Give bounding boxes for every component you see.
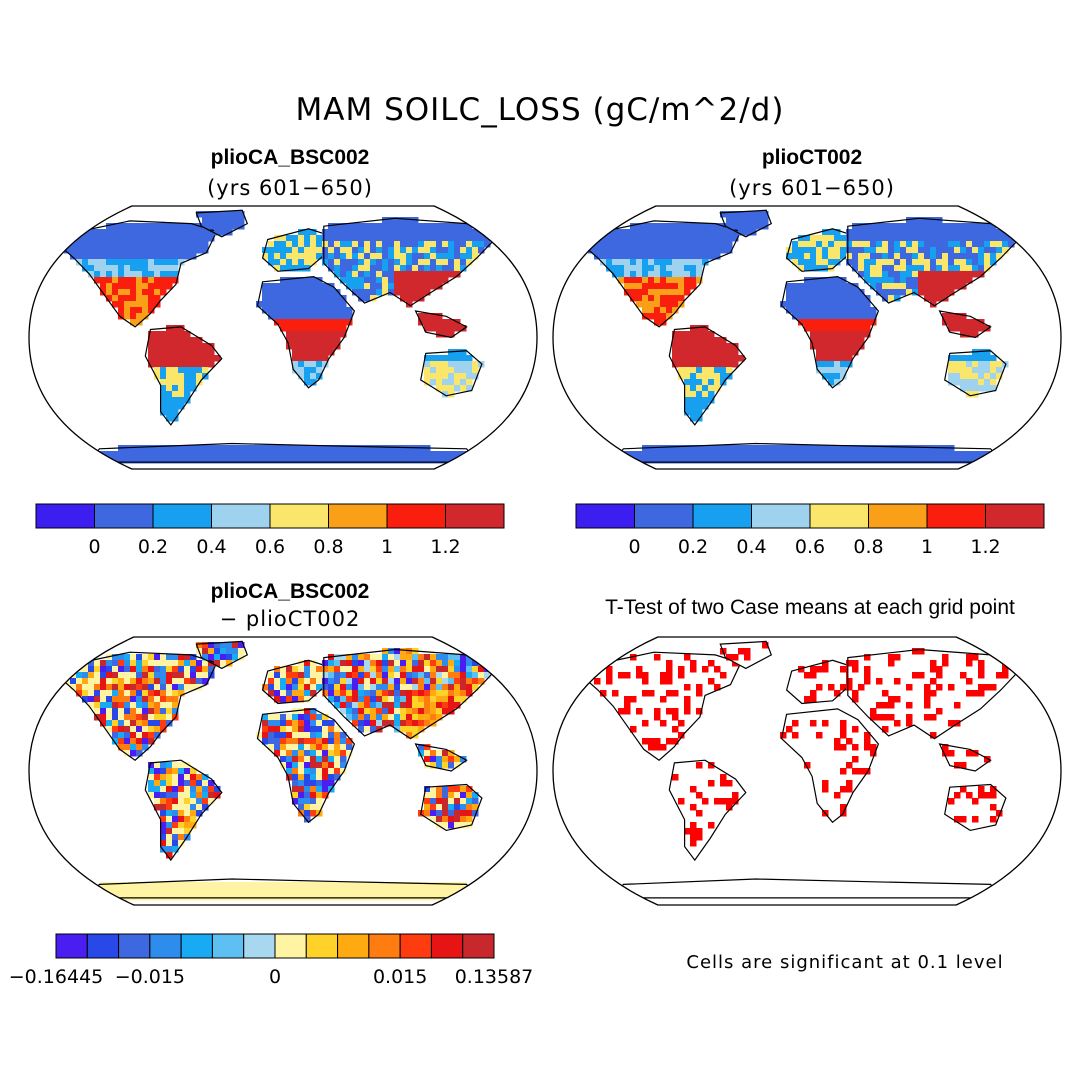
colorbar-box [868,503,928,529]
colorbar-panel2: 0 0.2 0.4 0.6 0.8 1 1.2 [575,503,1045,558]
panel3-subtitle: − plioCT002 [219,607,361,631]
colorbar-box [445,503,505,529]
coast-seAsia [414,743,468,772]
land-antarctica [613,879,1001,898]
land-africa [781,708,879,823]
colorbar-tick-label: 0 [628,536,640,558]
panel1-subtitle: (yrs 601−650) [207,176,373,200]
coast-southAmerica [144,759,223,862]
colorbar-box [94,503,154,529]
colorbar-tick-label: 0.6 [795,536,825,558]
colorbar-tick-label: 0.8 [853,536,883,558]
colorbar-tick-label: 0 [269,966,281,988]
colorbar-tick-label: 0.4 [196,536,226,558]
colorbar-tick-label: 1 [381,536,393,558]
colorbar-box [386,503,446,529]
colorbar-tick-label: 1.2 [970,536,1000,558]
colorbar-tick-label: 0.2 [138,536,168,558]
coast-greenland [195,209,249,238]
panel2-subtitle: (yrs 601−650) [729,176,895,200]
colorbar-box [575,503,635,529]
colorbar-box [274,933,307,959]
colorbar-box [751,503,811,529]
colorbar-box [399,933,432,959]
coast-greenland [195,640,249,670]
colorbar-tick-label: 1 [921,536,933,558]
coast-africa [256,275,356,389]
colorbar-box [269,503,329,529]
colorbar-tick-label: −0.16445 [9,966,104,988]
colorbar-box [305,933,339,959]
colorbar-box [35,503,95,529]
colorbar-tick-label: 0 [88,536,100,558]
coast-europe [785,228,859,272]
colorbar-box [86,933,120,959]
coast-southAmerica [668,326,747,426]
colorbar-box [118,933,151,959]
coast-southAmerica [144,326,223,426]
colorbar-box [462,933,495,959]
colorbar-tick-label: 0.2 [678,536,708,558]
colorbar-panel3: −0.16445 −0.015 0 0.015 0.13587 [9,933,534,988]
panel1-title: plioCA_BSC002 [210,146,370,169]
colorbar-tick-label: 0.015 [373,966,427,988]
coast-seAsia [938,310,992,339]
map-panel-difference [28,636,538,906]
coast-australia [944,783,1007,832]
coast-europe [785,659,859,705]
coast-seAsia [938,743,992,772]
colorbar-box [634,503,694,529]
panel2-title: plioCT002 [761,146,863,169]
coast-australia [944,350,1007,397]
coast-southAmerica [668,759,747,862]
coast-seAsia [414,310,468,339]
panel3-title: plioCA_BSC002 [210,580,370,603]
coast-africa [780,708,880,824]
coast-europe [261,659,335,705]
colorbar-box [809,503,869,529]
colorbar-box [692,503,752,529]
coast-australia [420,783,483,832]
map-frame [552,205,1062,470]
colorbar-box [368,933,401,959]
colorbar-box [211,933,245,959]
colorbar-box [328,503,388,529]
colorbar-box [55,933,88,959]
colorbar-tick-label: 0.8 [313,536,343,558]
coast-greenland [719,209,773,238]
colorbar-tick-label: 1.2 [430,536,460,558]
coast-africa [256,708,356,824]
map-panel-plioCT [552,205,1062,470]
significance-note: Cells are significant at 0.1 level [686,952,1004,973]
panel4-title: T-Test of two Case means at each grid po… [605,596,1015,619]
coast-africa [780,275,880,389]
colorbar-box [211,503,271,529]
coast-greenland [719,640,773,670]
map-frame [28,205,538,470]
colorbar-box [149,933,182,959]
map-frame [28,636,538,906]
colorbar-box [180,933,213,959]
map-panel-ttest [552,636,1062,906]
colorbar-box [243,933,276,959]
map-frame [552,636,1062,906]
colorbar-tick-label: 0.4 [736,536,766,558]
land-northAmerica [582,652,741,761]
colorbar-tick-label: −0.015 [115,966,185,988]
colorbar-tick-label: 0.13587 [455,966,534,988]
colorbar-tick-label: 0.6 [255,536,285,558]
colorbar-box [337,933,370,959]
map-panel-plioCA [28,205,538,470]
colorbar-box [152,503,212,529]
colorbar-box [926,503,986,529]
figure-title: MAM SOILC_LOSS (gC/m^2/d) [295,92,785,128]
colorbar-panel1: 0 0.2 0.4 0.6 0.8 1 1.2 [35,503,505,558]
coast-europe [261,228,335,272]
colorbar-box [430,933,464,959]
colorbar-box [985,503,1045,529]
coast-australia [420,350,483,397]
